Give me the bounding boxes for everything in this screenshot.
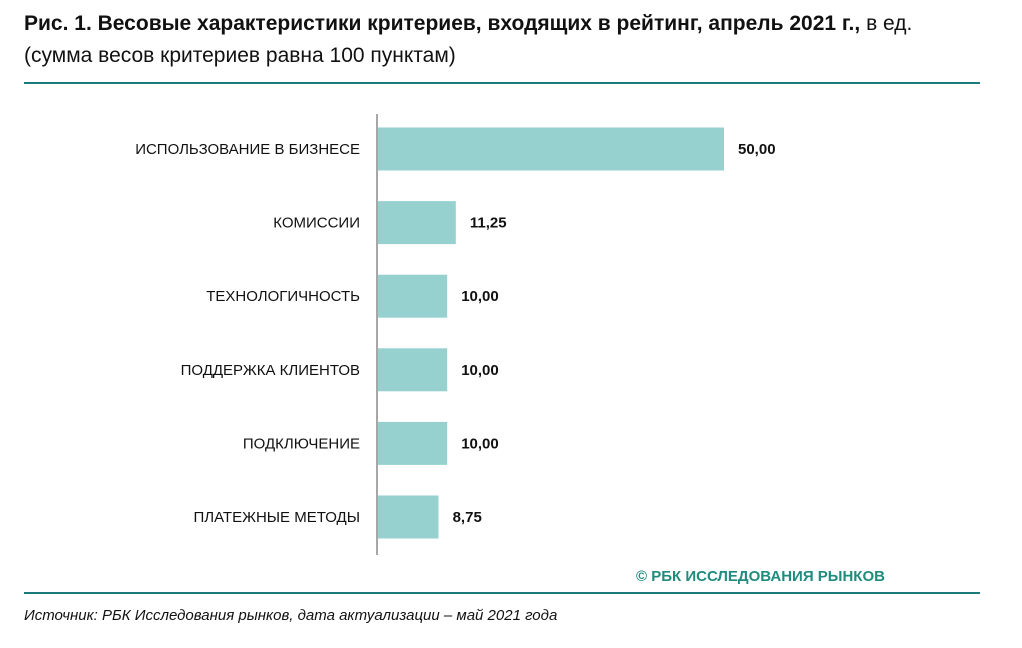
chart-title: Рис. 1. Весовые характеристики критериев… (24, 8, 984, 72)
bottom-divider (24, 592, 980, 594)
category-label-5: ПЛАТЕЖНЫЕ МЕТОДЫ (193, 509, 360, 526)
bar-2 (378, 274, 448, 318)
value-label-5: 8,75 (453, 509, 482, 526)
bar-1 (378, 201, 456, 245)
bar-0 (378, 127, 724, 171)
category-label-1: КОМИССИИ (273, 215, 360, 232)
value-label-1: 11,25 (470, 215, 507, 232)
value-label-4: 10,00 (461, 435, 499, 452)
category-label-2: ТЕХНОЛОГИЧНОСТЬ (206, 288, 360, 305)
value-label-0: 50,00 (738, 141, 776, 158)
chart-title-bold: Рис. 1. Весовые характеристики критериев… (24, 12, 861, 35)
copyright-label: © РБК ИССЛЕДОВАНИЯ РЫНКОВ (636, 568, 885, 585)
bar-5 (378, 495, 439, 539)
source-note: Источник: РБК Исследования рынков, дата … (24, 607, 558, 624)
bar-chart-svg: ИСПОЛЬЗОВАНИЕ В БИЗНЕСЕ 50,00 КОМИССИИ 11,2… (135, 114, 776, 555)
category-label-3: ПОДДЕРЖКА КЛИЕНТОВ (181, 362, 360, 379)
bar-chart: ИСПОЛЬЗОВАНИЕ В БИЗНЕСЕ 50,00 КОМИССИИ 11,2… (0, 100, 1022, 560)
value-label-2: 10,00 (461, 288, 499, 305)
bar-4 (378, 421, 448, 465)
chart-title-rest: в ед. (сумма весов критериев равна 100 п… (24, 12, 913, 67)
bar-3 (378, 348, 448, 392)
top-divider (24, 82, 980, 84)
category-label-4: ПОДКЛЮЧЕНИЕ (243, 435, 360, 452)
value-label-3: 10,00 (461, 362, 499, 379)
category-label-0: ИСПОЛЬЗОВАНИЕ В БИЗНЕСЕ (135, 141, 360, 158)
